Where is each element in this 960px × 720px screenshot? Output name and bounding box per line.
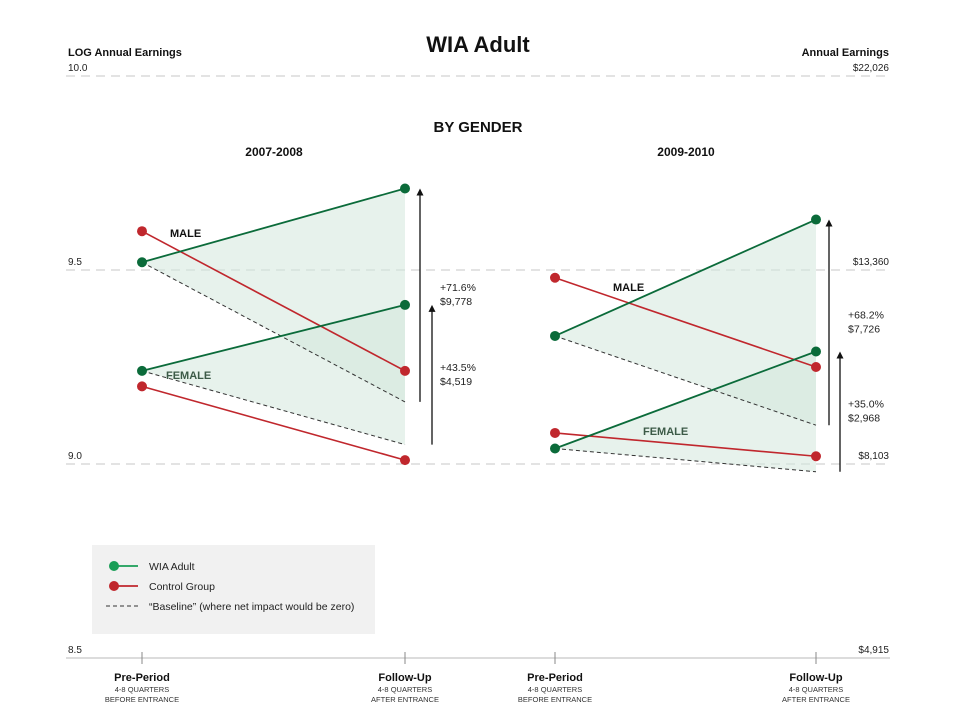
legend-box <box>92 545 375 634</box>
wia-line-female-1 <box>554 350 817 450</box>
legend-label-2: “Baseline” (where net impact would be ze… <box>149 601 354 613</box>
wia-line-male-1 <box>554 218 817 337</box>
control-point-male-1-0 <box>550 272 560 283</box>
y-tick-right-10.0: $22,026 <box>853 63 890 74</box>
legend: WIA Adult Control Group “Baseline” (where … <box>92 545 375 634</box>
wia-point-male-1-1 <box>811 214 821 225</box>
control-point-male-0-0 <box>137 226 147 237</box>
wia-point-female-1-1 <box>811 346 821 357</box>
baseline-line-male-0 <box>141 261 406 403</box>
control-point-female-1-0 <box>550 427 560 438</box>
y-axis-left-label: LOG Annual Earnings <box>68 47 182 59</box>
x-label-sub1-1-1: 4-8 QUARTERS <box>789 685 843 694</box>
control-point-female-0-1 <box>400 455 410 466</box>
impact-dollars-male-1: $7,726 <box>848 323 880 335</box>
y-axis-right-label: Annual Earnings <box>802 47 889 59</box>
chart-subtitle: BY GENDER <box>434 119 523 136</box>
control-point-female-1-1 <box>811 451 821 462</box>
panel-title-2009-2010: 2009-2010 <box>657 145 715 159</box>
y-tick-left-8.5: 8.5 <box>68 645 82 656</box>
control-point-female-0-0 <box>137 381 147 392</box>
group-label-male-0: MALE <box>170 228 201 240</box>
x-label-main-0-1: Follow-Up <box>378 672 431 684</box>
wia-point-female-0-0 <box>137 365 147 376</box>
impact-arrowhead-male-0 <box>416 188 424 196</box>
impact-area-female-0 <box>142 304 405 445</box>
impact-pct-female-0: +43.5% <box>440 362 476 374</box>
impact-arrowhead-male-1 <box>825 219 833 227</box>
impact-arrowhead-female-1 <box>836 351 844 359</box>
baseline-line-male-1 <box>554 335 817 426</box>
control-line-female-1 <box>554 432 817 458</box>
group-label-male-1: MALE <box>613 282 644 294</box>
legend-swatch-dot-0 <box>109 561 119 571</box>
legend-label-1: Control Group <box>149 581 215 593</box>
legend-swatch-dot-1 <box>109 581 119 591</box>
x-label-sub2-0-1: AFTER ENTRANCE <box>371 695 439 704</box>
x-label-sub2-1-0: BEFORE ENTRANCE <box>518 695 592 704</box>
group-label-female-1: FEMALE <box>643 426 688 438</box>
control-line-female-0 <box>141 385 406 461</box>
impact-pct-male-0: +71.6% <box>440 282 476 294</box>
control-point-male-1-1 <box>811 362 821 372</box>
baseline-line-female-0 <box>141 370 406 446</box>
x-label-sub1-0-0: 4-8 QUARTERS <box>115 685 169 694</box>
group-label-female-0: FEMALE <box>166 370 211 382</box>
y-tick-right-9.0: $8,103 <box>858 451 889 462</box>
x-label-main-1-0: Pre-Period <box>527 672 583 684</box>
wia-point-female-1-0 <box>550 443 560 454</box>
x-label-sub2-1-1: AFTER ENTRANCE <box>782 695 850 704</box>
impact-pct-male-1: +68.2% <box>848 309 884 321</box>
wia-line-male-0 <box>141 187 406 264</box>
x-label-sub1-1-0: 4-8 QUARTERS <box>528 685 582 694</box>
baseline-line-female-1 <box>554 447 817 473</box>
wia-point-female-0-1 <box>400 299 410 310</box>
y-tick-left-9.5: 9.5 <box>68 257 82 268</box>
panel-title-2007-2008: 2007-2008 <box>245 145 303 159</box>
impact-dollars-female-1: $2,968 <box>848 413 880 425</box>
x-label-sub2-0-0: BEFORE ENTRANCE <box>105 695 179 704</box>
wia-point-male-0-1 <box>400 183 410 194</box>
control-line-male-0 <box>141 230 406 372</box>
y-tick-right-8.5: $4,915 <box>858 645 889 656</box>
x-label-main-1-1: Follow-Up <box>789 672 842 684</box>
y-tick-left-9.0: 9.0 <box>68 451 82 462</box>
impact-dollars-female-0: $4,519 <box>440 376 472 388</box>
impact-pct-female-1: +35.0% <box>848 399 884 411</box>
y-tick-right-9.5: $13,360 <box>853 257 890 268</box>
x-label-main-0-0: Pre-Period <box>114 672 170 684</box>
wia-point-male-0-0 <box>137 257 147 268</box>
wia-line-female-0 <box>141 304 406 372</box>
control-line-male-1 <box>554 277 817 368</box>
y-tick-left-10.0: 10.0 <box>68 63 88 74</box>
x-label-sub1-0-1: 4-8 QUARTERS <box>378 685 432 694</box>
impact-area-female-1 <box>555 351 816 472</box>
legend-label-0: WIA Adult <box>149 561 195 573</box>
control-point-male-0-1 <box>400 365 410 376</box>
impact-arrowhead-female-0 <box>428 304 436 312</box>
chart-title: WIA Adult <box>426 32 530 57</box>
wia-point-male-1-0 <box>550 330 560 341</box>
impact-dollars-male-0: $9,778 <box>440 296 472 308</box>
